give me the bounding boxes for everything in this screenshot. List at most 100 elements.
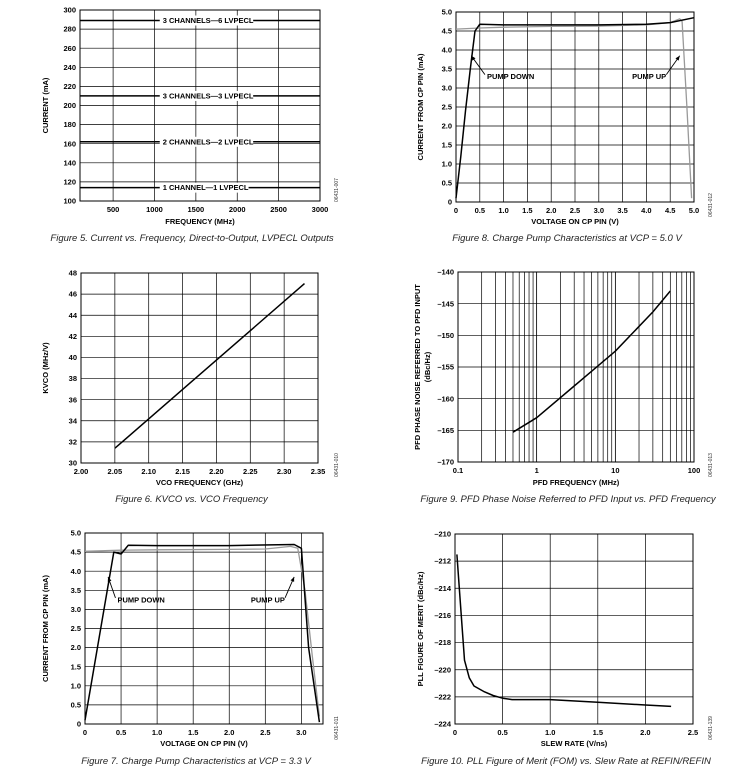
figure-code: 06431-139 (708, 716, 714, 740)
annotation-label: PUMP UP (251, 595, 285, 604)
x-tick-label: 4.5 (665, 206, 675, 215)
x-tick-label: 0 (454, 206, 458, 215)
y-tick-label: 220 (63, 82, 76, 91)
y-tick-label: –155 (437, 363, 454, 372)
y-tick-label: 2.0 (71, 643, 81, 652)
y-tick-label: 36 (69, 395, 77, 404)
x-tick-label: 1.5 (593, 728, 603, 737)
y-tick-label: 1.5 (71, 662, 81, 671)
y-tick-label: 3.0 (71, 605, 81, 614)
x-tick-label: 2.0 (640, 728, 650, 737)
x-tick-label: 1.5 (188, 728, 198, 737)
y-tick-label: 5.0 (71, 529, 81, 538)
y-tick-label: –210 (434, 530, 451, 539)
x-tick-label: 1.0 (152, 728, 162, 737)
chart-fig8: 0 0.5 1.0 1.5 2.0 2.5 3.0 3.5 4.0 4.5 5.0 0 0.5 1.0 1.… (416, 8, 714, 244)
x-tick-label: 1.5 (522, 206, 532, 215)
plot-frame (80, 272, 319, 464)
y-tick-label: 260 (63, 44, 76, 53)
x-tick-label: 2.35 (311, 467, 326, 476)
y-tick-label: 42 (69, 332, 77, 341)
annotation-label: PUMP UP (632, 72, 666, 81)
x-tick-label: 1500 (188, 205, 205, 214)
series-line-pump-down (455, 16, 695, 199)
annotation-background (159, 90, 254, 101)
x-tick-label: 0.5 (116, 728, 126, 737)
x-tick-label: 500 (107, 205, 120, 214)
x-axis-label: VOLTAGE ON CP PIN (V) (160, 739, 248, 748)
x-axis-label: FREQUENCY (MHz) (165, 217, 235, 226)
figure-code: 06431-010 (334, 453, 340, 477)
x-tick-label: 0 (453, 728, 457, 737)
x-tick-label: 5.0 (689, 206, 699, 215)
y-tick-label: –222 (434, 692, 451, 701)
y-tick-label: –140 (437, 268, 454, 277)
annotation-arrowhead (471, 55, 476, 61)
x-axis-label: PFD FREQUENCY (MHz) (533, 478, 620, 487)
y-tick-label: –160 (437, 394, 454, 403)
x-tick-label: 10 (611, 466, 619, 475)
chart-fig7: 0 0.5 1.0 1.5 2.0 2.5 3.0 0 0.5 1.0 1.5 2.0 2.5 3.0 3.… (41, 529, 340, 767)
x-axis-label: VCO FREQUENCY (GHz) (156, 478, 244, 487)
y-tick-label: –220 (434, 665, 451, 674)
y-tick-label: 100 (63, 197, 76, 206)
y-tick-label: 3.5 (71, 586, 81, 595)
y-tick-label: 34 (69, 416, 78, 425)
y-tick-label: 4.0 (442, 46, 452, 55)
x-tick-label: 1 (535, 466, 539, 475)
y-axis-label: CURRENT (mA) (41, 77, 50, 133)
x-tick-label: 3.0 (594, 206, 604, 215)
y-tick-label: –170 (437, 458, 454, 467)
x-tick-label: 3.5 (617, 206, 627, 215)
x-axis-label: SLEW RATE (V/ns) (541, 739, 608, 748)
figure-caption: Figure 9. PFD Phase Noise Referred to PF… (420, 494, 716, 505)
plot-frame (454, 533, 694, 725)
y-tick-label: 3.0 (442, 84, 452, 93)
y-tick-label: –145 (437, 299, 454, 308)
y-tick-label: 1.0 (71, 681, 81, 690)
x-tick-label: 0 (83, 728, 87, 737)
annotation-label: PUMP DOWN (117, 595, 164, 604)
x-tick-label: 4.0 (641, 206, 651, 215)
y-tick-label: 240 (63, 63, 76, 72)
x-tick-label: 2.0 (224, 728, 234, 737)
x-tick-label: 1000 (146, 205, 163, 214)
chart-fig6: 2.00 2.05 2.10 2.15 2.20 2.25 2.30 2.35 30 32 34 36… (41, 269, 340, 505)
y-tick-label: –216 (434, 611, 451, 620)
y-tick-label: –218 (434, 638, 451, 647)
annotation-background (159, 136, 254, 147)
x-tick-label: 2.10 (141, 467, 156, 476)
series-line-pump-down (84, 543, 321, 723)
x-tick-label: 1.0 (498, 206, 508, 215)
y-tick-label: –165 (437, 426, 454, 435)
annotation-label: 3 CHANNELS—3 LVPECL (163, 91, 254, 100)
series-line-pump-up (455, 18, 693, 199)
y-tick-label: 0.5 (442, 179, 452, 188)
y-tick-label: 300 (63, 6, 76, 15)
figure-code: 06431-013 (708, 453, 714, 477)
y-axis-label: KVCO (MHz/V) (41, 342, 50, 394)
y-tick-label: 200 (63, 101, 76, 110)
plot-frame (455, 11, 695, 203)
x-tick-label: 2.15 (175, 467, 190, 476)
x-tick-label: 2.30 (277, 467, 292, 476)
x-tick-label: 2000 (229, 205, 246, 214)
annotation-arrowhead (107, 576, 112, 582)
x-tick-label: 2.05 (108, 467, 123, 476)
y-tick-label: 30 (69, 459, 77, 468)
y-tick-label: 3.5 (442, 65, 452, 74)
y-tick-label: 40 (69, 353, 77, 362)
y-tick-label: 0.5 (71, 701, 81, 710)
figure-code: 06431-012 (708, 193, 714, 217)
x-tick-label: 3.0 (296, 728, 306, 737)
y-tick-label: 2.5 (71, 624, 81, 633)
y-tick-label: 0 (448, 198, 452, 207)
x-tick-label: 0.5 (475, 206, 485, 215)
y-tick-label: 2.5 (442, 103, 452, 112)
y-axis-label: PFD PHASE NOISE REFERRED TO PFD INPUT(dB… (413, 284, 432, 450)
y-axis-label: PLL FIGURE OF MERIT (dBc/Hz) (416, 571, 425, 686)
y-tick-label: 0 (77, 720, 81, 729)
figure-caption: Figure 7. Charge Pump Characteristics at… (81, 756, 312, 767)
y-tick-label: 4.5 (442, 27, 452, 36)
